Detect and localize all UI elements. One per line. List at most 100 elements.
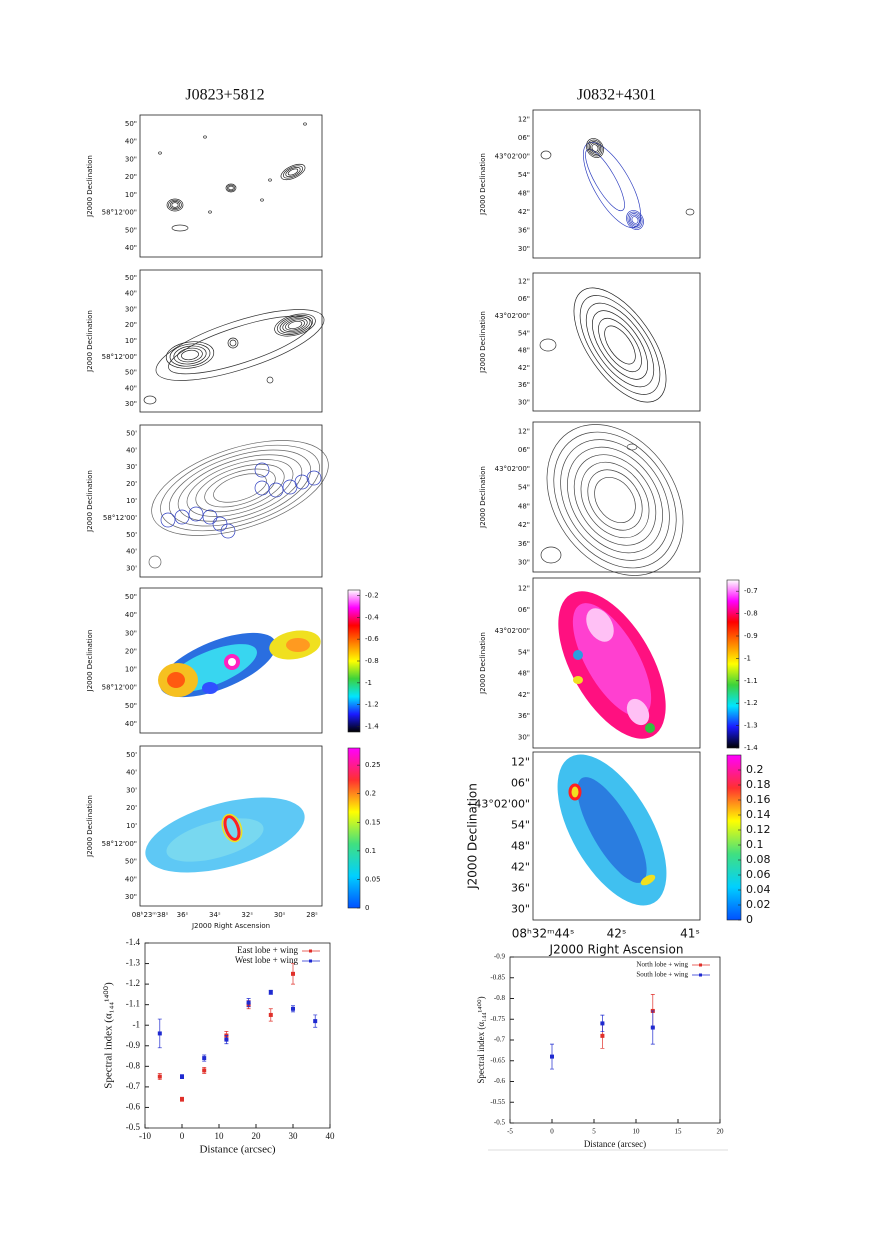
- x-axis-label: Distance (arcsec): [199, 1144, 275, 1156]
- contour: [553, 431, 677, 569]
- map-frame: [139, 587, 323, 734]
- colorbar-tick-label: 0.14: [746, 808, 771, 821]
- legend-label: East lobe + wing: [237, 945, 298, 955]
- contour: [227, 337, 239, 349]
- map-y-label: J2000 Declination: [86, 470, 94, 533]
- legend-label: South lobe + wing: [636, 971, 688, 979]
- data-point: [291, 1006, 295, 1011]
- map-y-tick-label: 48": [518, 502, 530, 510]
- map-y-tick-label: 40': [126, 548, 137, 556]
- contour: [592, 310, 648, 380]
- data-point: [202, 1056, 207, 1061]
- map-y-tick-label: 54": [518, 648, 530, 656]
- data-point: [157, 1031, 162, 1036]
- map-y-tick-label: 12": [518, 427, 530, 435]
- map-y-tick-label: 58°12'00": [102, 840, 137, 848]
- map-y-tick-label: 48": [511, 840, 530, 853]
- y-tick-label: -0.5: [126, 1122, 141, 1132]
- legend-marker: [309, 959, 312, 963]
- contour: [155, 309, 325, 381]
- contour: [160, 444, 320, 532]
- contour: [306, 470, 322, 486]
- x-tick-label: -5: [507, 1128, 513, 1136]
- map-y-tick-label: 30": [125, 629, 137, 637]
- colorbar-tick-label: -1.1: [744, 677, 758, 685]
- map-y-label: J2000 Declination: [86, 795, 94, 858]
- y-tick-label: -1.2: [126, 978, 140, 988]
- contour: [645, 723, 655, 733]
- map-y-tick-label: 30": [125, 893, 137, 901]
- x-tick-label: 10: [215, 1131, 225, 1141]
- map-y-tick-label: 50": [125, 702, 137, 710]
- map-y-tick-label: 42": [518, 691, 530, 699]
- contour: [174, 509, 190, 525]
- map-frame: [139, 114, 323, 258]
- map-y-tick-label: 42": [518, 364, 530, 372]
- contour: [151, 440, 329, 536]
- contour: [169, 343, 211, 367]
- y-tick-label: -0.85: [490, 973, 505, 981]
- contour: [585, 302, 655, 388]
- contour: [540, 150, 552, 160]
- colorbar-tick-label: -0.8: [365, 657, 379, 665]
- contour: [540, 546, 562, 564]
- contour: [225, 183, 237, 193]
- map-y-tick-label: 40": [125, 290, 137, 298]
- colorbar: [347, 747, 361, 909]
- contour: [221, 813, 243, 843]
- y-axis-label: Spectral index (α₁₄₄¹⁴⁰⁰): [476, 996, 486, 1083]
- map-y-tick-label: 30": [518, 398, 530, 406]
- map-y-tick-label: 30": [511, 903, 530, 916]
- map-y-label: J2000 Declination: [86, 630, 94, 693]
- contour: [539, 338, 557, 352]
- data-point: [180, 1074, 184, 1079]
- contour: [573, 287, 667, 403]
- map-y-tick-label: 12": [518, 585, 530, 593]
- contour: [158, 151, 162, 155]
- map-y-label: J2000 Declination: [479, 632, 487, 695]
- colorbar-tick-label: 0.16: [746, 793, 771, 806]
- map-y-tick-label: 36": [518, 540, 530, 548]
- contour: [169, 201, 181, 209]
- map-frame: [139, 269, 323, 413]
- map-x-tick-label: 08ʰ23ᵐ38ˢ: [132, 911, 169, 919]
- map-y-tick-label: 48": [518, 189, 530, 197]
- map-y-tick-label: 30": [518, 733, 530, 741]
- x-tick-label: 0: [180, 1131, 185, 1141]
- contour: [627, 211, 643, 229]
- map-x-tick-label: 34ˢ: [209, 911, 221, 919]
- data-point: [600, 1033, 605, 1038]
- map-y-tick-label: 42": [518, 208, 530, 216]
- x-tick-label: 40: [326, 1131, 336, 1141]
- map-y-tick-label: 40': [126, 446, 137, 454]
- contour: [573, 650, 583, 660]
- map-y-tick-label: 50": [125, 369, 137, 377]
- contour: [591, 144, 599, 152]
- contour: [628, 213, 642, 227]
- y-tick-label: -0.5: [494, 1119, 506, 1127]
- map-y-tick-label: 20": [125, 647, 137, 655]
- y-axis-label: Spectral index (α₁₄₄¹⁴⁰⁰): [103, 982, 115, 1089]
- map-x-tick-label: 41ˢ: [680, 927, 700, 941]
- contour: [188, 506, 204, 522]
- contour: [173, 345, 207, 365]
- contour: [546, 424, 684, 576]
- y-tick-label: -0.9: [126, 1040, 141, 1050]
- colorbar-tick-label: 0.1: [746, 838, 764, 851]
- legend-marker: [309, 949, 312, 953]
- x-tick-label: 30: [289, 1131, 299, 1141]
- data-point: [550, 1054, 554, 1059]
- map-y-tick-label: 40": [125, 384, 137, 392]
- colorbar-tick-label: -0.2: [365, 591, 379, 599]
- y-tick-label: -0.6: [126, 1102, 141, 1112]
- contour: [260, 198, 264, 202]
- map-y-tick-label: 36": [518, 381, 530, 389]
- contour: [573, 454, 657, 546]
- x-tick-label: 5: [592, 1128, 596, 1136]
- map-x-label: J2000 Right Ascension: [549, 943, 684, 957]
- map-y-tick-label: 06": [518, 606, 530, 614]
- contour: [598, 318, 642, 372]
- map-y-tick-label: 50": [125, 274, 137, 282]
- map-y-tick-label: 54": [518, 171, 530, 179]
